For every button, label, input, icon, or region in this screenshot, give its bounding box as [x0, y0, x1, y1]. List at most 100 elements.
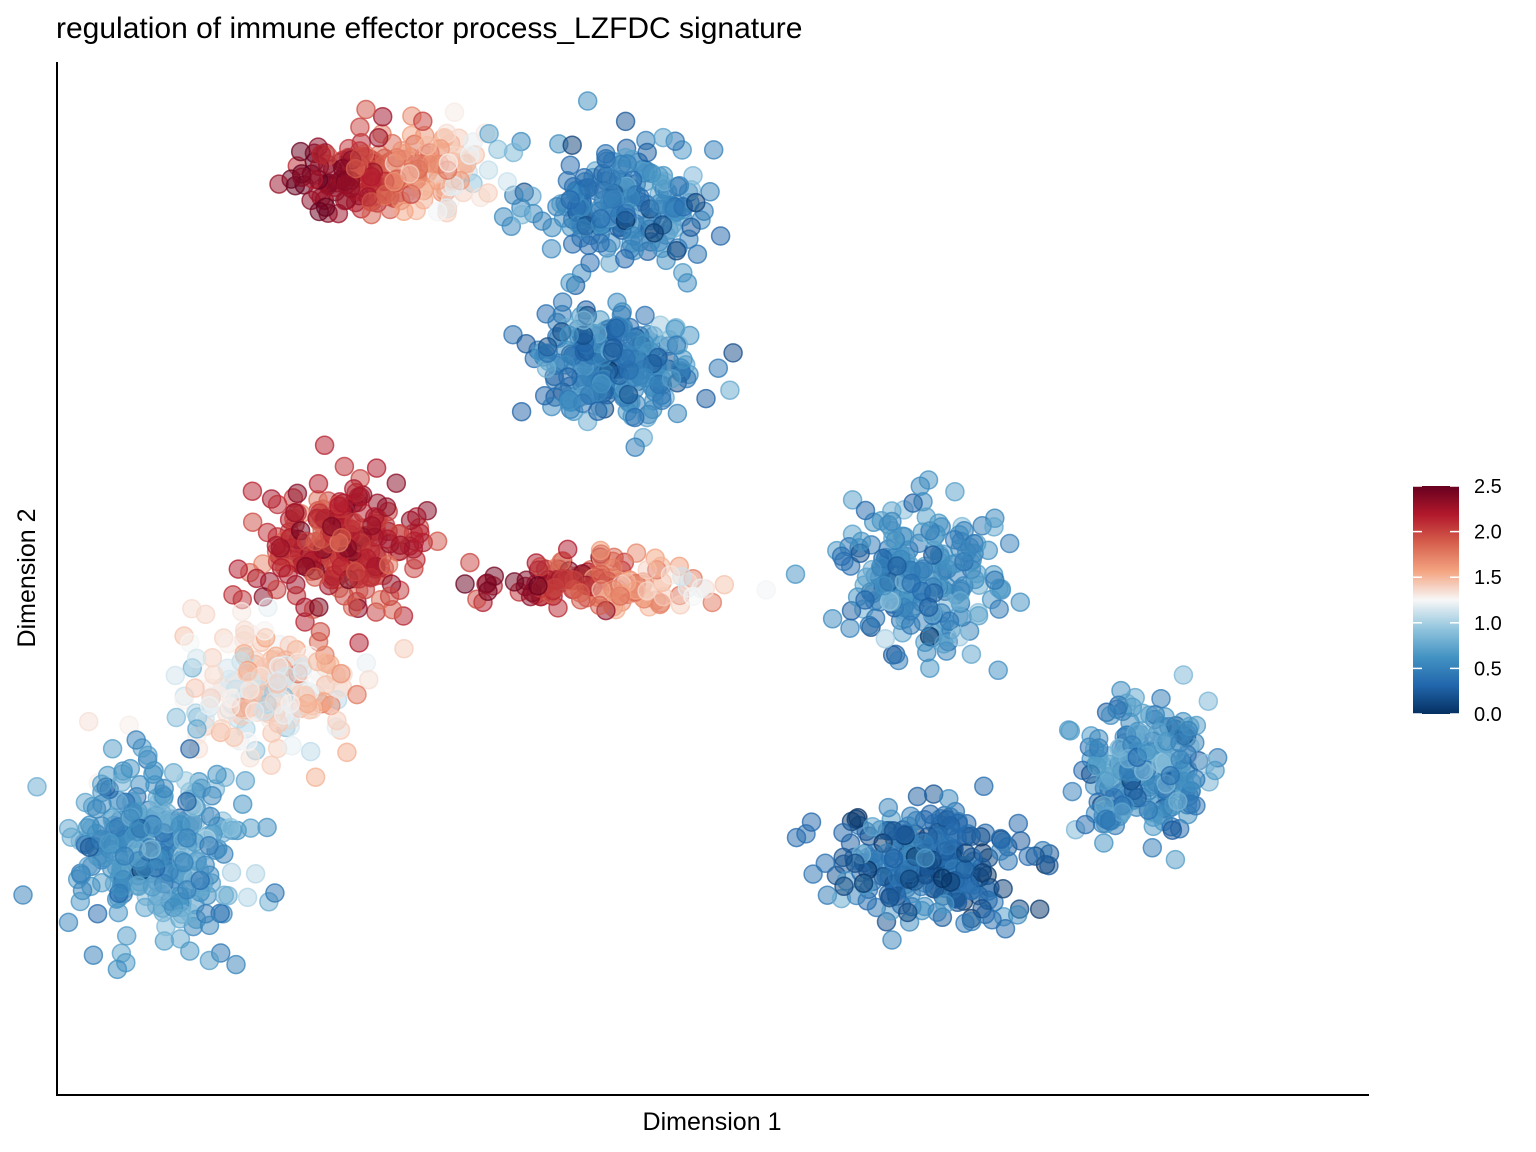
data-point	[350, 117, 370, 137]
data-point	[710, 226, 731, 246]
data-point	[530, 557, 550, 577]
data-point	[237, 887, 258, 908]
data-point	[305, 767, 326, 787]
data-point	[899, 869, 920, 889]
data-point	[681, 217, 701, 237]
data-point	[290, 141, 311, 162]
data-point	[311, 144, 332, 165]
data-point	[512, 204, 532, 225]
data-point	[875, 629, 896, 649]
data-point	[677, 273, 698, 293]
data-point	[195, 855, 215, 875]
legend-tick-label: 2.0	[1474, 522, 1502, 544]
data-point	[359, 669, 379, 690]
data-point	[180, 739, 200, 759]
data-point	[438, 153, 459, 173]
data-point	[615, 111, 636, 132]
data-point	[920, 658, 940, 678]
data-point	[883, 848, 904, 869]
data-point	[910, 476, 931, 496]
data-point	[934, 634, 954, 654]
data-point	[985, 570, 1005, 590]
data-point	[1075, 814, 1096, 835]
data-point	[344, 512, 364, 533]
data-point	[673, 349, 693, 370]
data-point	[394, 201, 414, 222]
data-point	[888, 650, 909, 671]
data-point	[865, 608, 886, 628]
data-point	[258, 597, 278, 618]
data-point	[266, 535, 287, 556]
data-point	[91, 774, 112, 794]
data-point	[833, 822, 853, 843]
data-point	[1125, 687, 1145, 708]
legend-tick-label: 0.0	[1474, 704, 1502, 726]
data-point	[903, 493, 923, 513]
data-point	[588, 382, 608, 402]
data-point	[265, 883, 285, 903]
data-point	[199, 950, 220, 971]
data-point	[305, 567, 325, 587]
data-point	[723, 343, 743, 363]
data-point	[165, 665, 186, 686]
data-point	[91, 816, 112, 836]
data-point	[120, 808, 140, 829]
data-point	[623, 226, 643, 246]
data-point	[231, 601, 252, 622]
data-point	[923, 545, 943, 565]
data-point	[999, 533, 1020, 554]
data-point	[331, 527, 352, 548]
data-point	[894, 824, 915, 844]
data-point	[58, 818, 79, 839]
data-point	[349, 569, 369, 589]
data-point	[661, 368, 682, 389]
data-point	[883, 529, 903, 549]
data-point	[175, 771, 196, 791]
data-point	[574, 342, 595, 362]
data-point	[989, 599, 1009, 619]
data-point	[901, 806, 921, 826]
data-point	[589, 595, 610, 616]
data-point	[897, 902, 918, 923]
data-point	[851, 531, 872, 552]
data-point	[874, 575, 894, 596]
data-point	[336, 175, 357, 195]
data-point	[683, 165, 703, 186]
data-point	[579, 178, 599, 198]
data-point	[625, 407, 645, 428]
data-point	[503, 142, 524, 163]
data-point	[635, 368, 655, 388]
data-point	[497, 172, 518, 192]
data-point	[144, 761, 164, 781]
data-point	[815, 853, 836, 874]
data-point	[1094, 833, 1114, 853]
data-point	[855, 500, 876, 521]
data-point	[700, 182, 720, 202]
data-point	[955, 859, 975, 880]
data-point	[444, 102, 465, 123]
data-point	[342, 597, 363, 617]
data-point	[174, 852, 194, 873]
x-axis-label: Dimension 1	[643, 1108, 782, 1136]
data-point	[590, 233, 610, 253]
legend-tick-label: 0.5	[1474, 658, 1502, 680]
data-point	[478, 581, 498, 602]
data-point	[577, 91, 598, 111]
data-point	[111, 877, 131, 898]
data-point	[347, 684, 367, 705]
data-point	[279, 635, 300, 656]
data-point	[961, 644, 982, 664]
data-point	[557, 539, 578, 560]
data-point	[427, 201, 448, 222]
data-point	[511, 401, 532, 422]
data-point	[427, 531, 448, 552]
data-point	[114, 846, 135, 866]
data-point	[956, 843, 976, 863]
data-point	[653, 586, 674, 607]
data-point	[666, 241, 687, 261]
data-point	[111, 772, 132, 793]
data-point	[934, 894, 955, 914]
data-point	[282, 736, 302, 756]
data-point	[625, 437, 645, 457]
